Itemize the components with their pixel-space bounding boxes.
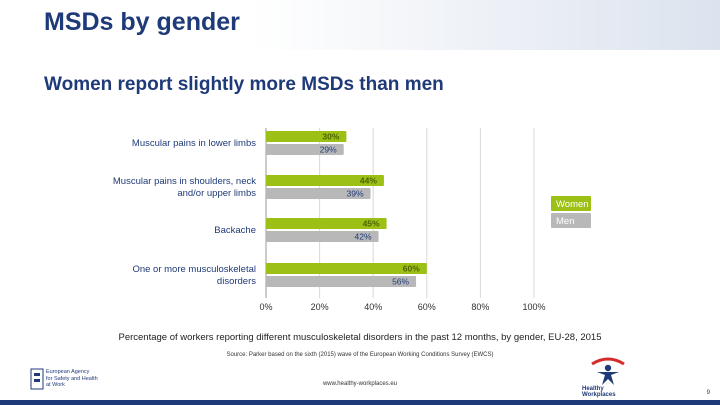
- bar-men: [266, 188, 371, 199]
- bar-women: [266, 175, 384, 186]
- agency-line-3: at Work: [46, 382, 65, 388]
- category-label: Muscular pains in shoulders, neck: [113, 176, 256, 187]
- x-tick-label: 80%: [471, 302, 489, 312]
- x-tick-label: 0%: [259, 302, 272, 312]
- legend-swatch-men: [551, 213, 591, 228]
- data-label: 29%: [320, 145, 337, 155]
- data-label: 39%: [347, 189, 364, 199]
- category-label: disorders: [217, 276, 256, 287]
- data-label: 45%: [363, 219, 380, 229]
- eu-osha-logo-mark: [30, 368, 44, 390]
- title-band: [0, 0, 720, 50]
- eu-osha-logo: European Agency for Safety and Health at…: [30, 368, 100, 398]
- bar-men: [266, 276, 417, 287]
- data-label: 56%: [392, 277, 409, 287]
- data-label: 30%: [322, 132, 339, 142]
- agency-line-2: for Safety and Health: [46, 375, 98, 382]
- x-tick-label: 60%: [418, 302, 436, 312]
- bar-women: [266, 263, 427, 274]
- data-label: 42%: [355, 232, 372, 242]
- category-label: One or more musculoskeletal: [132, 264, 256, 275]
- footer-bar: [0, 400, 720, 405]
- x-tick-label: 100%: [522, 302, 545, 312]
- data-label: 44%: [360, 176, 377, 186]
- x-tick-label: 20%: [311, 302, 329, 312]
- page-subtitle: Women report slightly more MSDs than men: [44, 74, 444, 95]
- bar-women: [266, 131, 347, 142]
- legend-swatch-women: [551, 196, 591, 211]
- legend-label-women: Women: [556, 199, 589, 210]
- healthy-workplaces-logo: Healthy Workplaces: [578, 356, 638, 398]
- chart-caption: Percentage of workers reporting differen…: [118, 332, 602, 343]
- agency-line-1: European Agency: [46, 369, 90, 375]
- campaign-name: Healthy Workplaces: [582, 386, 616, 398]
- category-label: Backache: [214, 225, 256, 236]
- bar-men: [266, 231, 379, 242]
- data-label: 60%: [403, 264, 420, 274]
- bar-chart: 0% 20% 40% 60% 80% 100% Muscular pains in lowe…: [113, 128, 591, 312]
- x-tick-label: 40%: [364, 302, 382, 312]
- category-label: and/or upper limbs: [177, 188, 256, 199]
- bar-men: [266, 144, 344, 155]
- website-link[interactable]: www.healthy-workplaces.eu: [322, 381, 398, 387]
- page-title: MSDs by gender: [44, 8, 240, 36]
- page-number: 9: [706, 390, 710, 396]
- bar-women: [266, 218, 387, 229]
- legend-label-men: Men: [556, 216, 574, 227]
- source-note: Source: Parker based on the sixth (2015)…: [226, 352, 494, 358]
- category-label: Muscular pains in lower limbs: [132, 138, 256, 149]
- healthy-workplaces-icon: [591, 357, 625, 385]
